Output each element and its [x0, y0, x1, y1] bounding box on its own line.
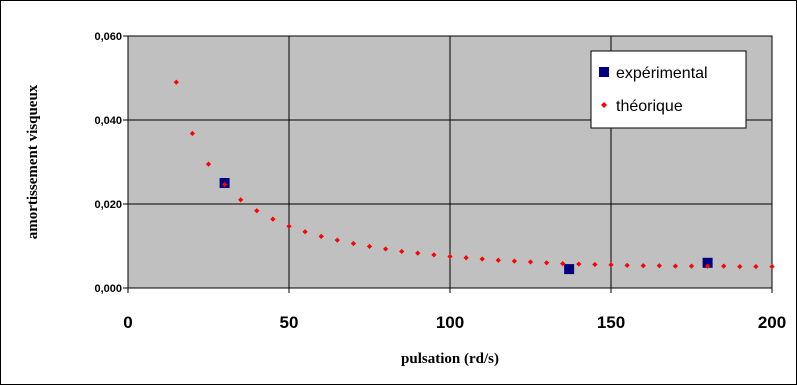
experimental-point: [702, 257, 713, 268]
theoretical-point: [447, 253, 453, 260]
theoretical-point: [511, 258, 517, 264]
theoretical-point: [479, 256, 485, 262]
x-tick-label: 0: [123, 313, 132, 332]
theoretical-point: [350, 240, 356, 247]
theoretical-point: [302, 229, 308, 235]
theoretical-point: [238, 197, 244, 203]
data-points: [173, 79, 775, 275]
theoretical-point: [254, 208, 260, 214]
legend: expérimental théorique: [590, 50, 747, 129]
legend-marker-theoretical: [601, 102, 607, 108]
theoretical-point: [463, 255, 469, 261]
theoretical-point: [576, 261, 582, 267]
y-tick-label: 0,000: [94, 283, 122, 295]
theoretical-point: [399, 248, 405, 255]
theoretical-point: [721, 263, 727, 269]
x-tick-label: 200: [758, 313, 786, 332]
theoretical-point: [366, 243, 373, 250]
y-tick-labels: 0,000 0,020 0,040 0,060: [94, 31, 122, 295]
theoretical-point: [592, 261, 598, 268]
experimental-point: [564, 264, 575, 275]
theoretical-point: [753, 263, 759, 270]
theoretical-point: [608, 262, 614, 268]
legend-marker-experimental: [599, 67, 609, 77]
y-tick-label: 0,040: [94, 115, 122, 127]
theoretical-point: [672, 263, 678, 269]
theoretical-point: [431, 252, 437, 258]
y-tick-label: 0,020: [94, 199, 122, 211]
theoretical-point: [688, 263, 695, 269]
y-axis-title: amortissement visqueux: [25, 84, 41, 239]
theoretical-point: [624, 262, 630, 268]
theoretical-point: [270, 216, 276, 222]
y-tick-label: 0,060: [94, 31, 122, 43]
gridlines: [123, 35, 773, 293]
theoretical-point: [527, 259, 534, 265]
theoretical-point: [318, 233, 324, 239]
theoretical-point: [705, 263, 711, 269]
theoretical-point: [334, 237, 340, 243]
legend-box: [590, 50, 747, 129]
theoretical-point: [222, 182, 228, 188]
theoretical-point: [383, 246, 389, 252]
theoretical-point: [560, 261, 566, 267]
theoretical-point: [544, 260, 550, 266]
legend-label-experimental: expérimental: [616, 65, 708, 82]
theoretical-point: [286, 223, 292, 229]
theoretical-point: [205, 161, 212, 167]
theoretical-point: [737, 263, 743, 270]
theoretical-point: [656, 263, 662, 269]
x-tick-label: 100: [436, 313, 464, 332]
theoretical-point: [189, 130, 195, 137]
theoretical-point: [415, 250, 421, 256]
x-axis-title: pulsation (rd/s): [401, 351, 499, 367]
theoretical-point: [640, 263, 646, 269]
x-tick-label: 50: [280, 313, 299, 332]
x-tick-labels: 0 50 100 150 200: [123, 313, 786, 332]
theoretical-point: [173, 79, 179, 85]
theoretical-point: [495, 257, 501, 263]
theoretical-point: [769, 263, 775, 270]
legend-label-theoretical: théorique: [616, 98, 683, 115]
x-tick-label: 150: [597, 313, 625, 332]
